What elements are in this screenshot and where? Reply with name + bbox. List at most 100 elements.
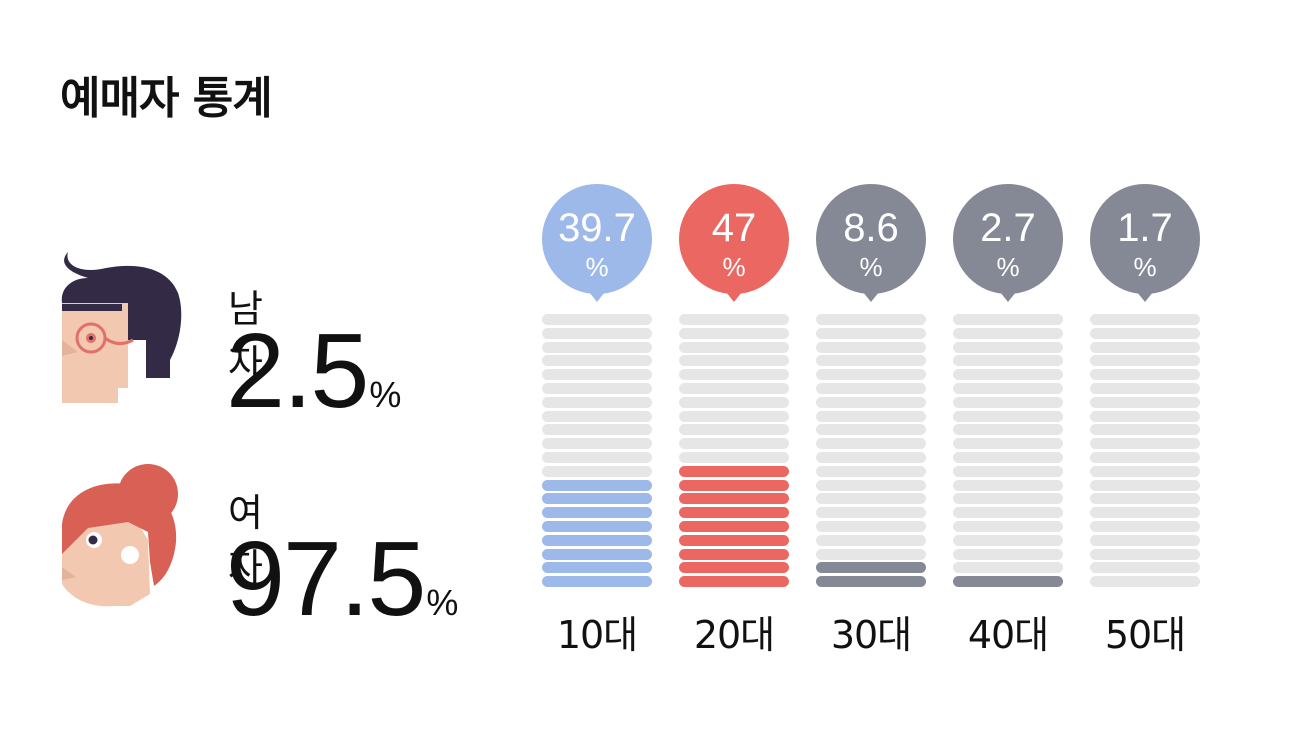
- age-bar-segment-empty: [953, 424, 1063, 436]
- age-bar-segment-filled: [816, 562, 926, 574]
- age-bar-segment-empty: [816, 438, 926, 450]
- age-bar-segment-filled: [542, 479, 652, 491]
- female-label: 여자: [228, 491, 263, 590]
- age-bar-segment-empty: [816, 355, 926, 367]
- age-bar-segment-empty: [1090, 534, 1200, 546]
- age-bar-segment-empty: [1090, 355, 1200, 367]
- age-bar-segment-empty: [953, 562, 1063, 574]
- age-bar-segment-empty: [1090, 410, 1200, 422]
- age-bar-segment-empty: [953, 452, 1063, 463]
- age-value-unit: %: [859, 252, 883, 282]
- age-bar-segment-filled: [679, 493, 789, 505]
- age-value-bubble: 8.6%: [816, 184, 926, 302]
- age-bar-segment-empty: [542, 452, 652, 463]
- age-bar-stack: [953, 314, 1063, 592]
- age-value-label: 2.7: [980, 206, 1036, 250]
- age-bar-segment-filled: [679, 562, 789, 574]
- page-title: 예매자 통계: [60, 73, 273, 124]
- age-bar-segment-empty: [816, 493, 926, 505]
- male-unit: %: [369, 374, 402, 415]
- age-bar-segment-filled: [542, 493, 652, 505]
- age-bar-segment-empty: [542, 314, 652, 325]
- age-value-bubble: 39.7%: [542, 184, 652, 302]
- age-bar-segment-empty: [1090, 562, 1200, 574]
- age-category-label: 10대: [556, 613, 638, 657]
- age-bar-segment-empty: [816, 314, 926, 325]
- age-bar-segment-empty: [1090, 396, 1200, 408]
- age-bar-segment-empty: [953, 383, 1063, 394]
- age-bar-segment-empty: [816, 465, 926, 477]
- age-bar-segment-filled: [953, 576, 1063, 588]
- age-bar-segment-empty: [1090, 507, 1200, 519]
- age-bar-segment-empty: [679, 424, 789, 436]
- age-value-unit: %: [1133, 252, 1157, 282]
- age-bar-segment-filled: [679, 534, 789, 546]
- age-bar-segment-empty: [953, 521, 1063, 532]
- age-bar-segment-empty: [1090, 327, 1200, 339]
- age-bar-segment-filled: [679, 479, 789, 491]
- age-bar-segment-empty: [679, 383, 789, 394]
- age-bar-segment-empty: [816, 479, 926, 491]
- age-value-label: 8.6: [843, 206, 899, 250]
- male-value: 2.5: [226, 312, 369, 430]
- age-category-label: 40대: [967, 613, 1049, 657]
- age-category-label: 30대: [830, 613, 912, 657]
- age-bar-segment-filled: [542, 507, 652, 519]
- age-bar-segment-empty: [816, 424, 926, 436]
- age-bar-segment-empty: [679, 327, 789, 339]
- female-unit: %: [426, 582, 459, 623]
- age-bar-segment-empty: [679, 452, 789, 463]
- age-value-unit: %: [585, 252, 609, 282]
- age-bar-segment-filled: [679, 521, 789, 532]
- age-bar-segment-empty: [542, 369, 652, 381]
- age-value-label: 39.7: [558, 206, 636, 250]
- age-bar-segment-empty: [1090, 369, 1200, 381]
- male-label: 남자: [228, 287, 263, 386]
- age-bar-segment-empty: [679, 396, 789, 408]
- age-bar-segment-empty: [816, 548, 926, 560]
- age-bar-segment-filled: [679, 576, 789, 588]
- age-bar-segment-empty: [1090, 493, 1200, 505]
- age-bar-segment-filled: [542, 576, 652, 588]
- age-bar-segment-empty: [542, 465, 652, 477]
- male-avatar-icon: [61, 252, 182, 403]
- age-bar-segment-empty: [953, 507, 1063, 519]
- age-value-bubble: 2.7%: [953, 184, 1063, 302]
- age-bar-segment-filled: [679, 507, 789, 519]
- age-bar-segment-empty: [1090, 383, 1200, 394]
- age-bar-segment-empty: [816, 327, 926, 339]
- age-bar-stack: [679, 314, 789, 592]
- age-bar-segment-empty: [542, 410, 652, 422]
- age-bar-segment-empty: [953, 493, 1063, 505]
- age-bar-segment-empty: [953, 369, 1063, 381]
- age-bar-segment-empty: [953, 314, 1063, 325]
- age-value-label: 1.7: [1117, 206, 1173, 250]
- age-bar-segment-empty: [542, 424, 652, 436]
- female-avatar-icon: [62, 464, 178, 607]
- age-bar-segment-empty: [953, 438, 1063, 450]
- age-bar-segment-empty: [1090, 465, 1200, 477]
- age-bar-segment-empty: [1090, 314, 1200, 325]
- age-bar-segment-empty: [953, 341, 1063, 353]
- age-category-label: 50대: [1104, 613, 1186, 657]
- age-bar-stack: [1090, 314, 1200, 592]
- age-bar-segment-empty: [1090, 548, 1200, 560]
- female-value: 97.5: [226, 520, 426, 638]
- age-bar-segment-empty: [679, 341, 789, 353]
- age-bar-segment-empty: [1090, 341, 1200, 353]
- age-bar-segment-empty: [1090, 424, 1200, 436]
- age-bar-segment-filled: [542, 521, 652, 532]
- age-value-label: 47: [711, 206, 757, 250]
- age-bar-stack: [816, 314, 926, 592]
- age-bar-segment-empty: [542, 341, 652, 353]
- age-bar-segment-empty: [1090, 576, 1200, 588]
- age-bar-segment-filled: [542, 562, 652, 574]
- age-value-unit: %: [722, 252, 746, 282]
- age-bar-segment-empty: [953, 479, 1063, 491]
- age-bar-segment-empty: [816, 534, 926, 546]
- age-bar-segment-empty: [953, 548, 1063, 560]
- age-bar-segment-empty: [679, 369, 789, 381]
- age-bar-segment-empty: [953, 465, 1063, 477]
- age-bar-segment-filled: [679, 465, 789, 477]
- male-percentage: 2.5%: [226, 318, 401, 424]
